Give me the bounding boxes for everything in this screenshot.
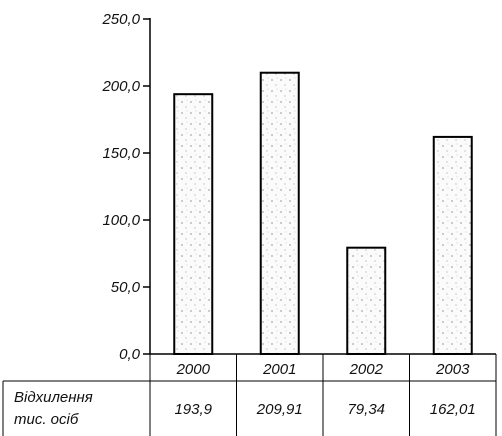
value-label: 209,91 [256,401,303,418]
y-tick-label: 0,0 [119,346,141,363]
data-table: Відхилення тис. осіб 2000 193,9 2001 209,91… [2,353,497,436]
value-label: 193,9 [174,401,212,418]
value-label: 79,34 [347,401,385,418]
bar-2001 [259,71,300,355]
row-label-line-1: Відхилення [14,389,93,406]
category-label: 2002 [349,361,384,378]
y-tick-label: 200,0 [101,78,140,95]
value-label: 162,01 [430,401,476,418]
y-tick-label: 50,0 [111,279,141,296]
category-label: 2003 [435,361,470,378]
bar-2003 [432,135,473,355]
y-tick-label: 150,0 [102,145,140,162]
row-label-line-2: тис. осіб [14,411,79,428]
y-tick-label: 250,0 [101,11,140,28]
bar-2002 [346,246,387,355]
category-label: 2000 [176,361,211,378]
y-tick-label: 100,0 [102,212,140,229]
bar-2000 [173,93,214,355]
category-label: 2001 [262,361,296,378]
